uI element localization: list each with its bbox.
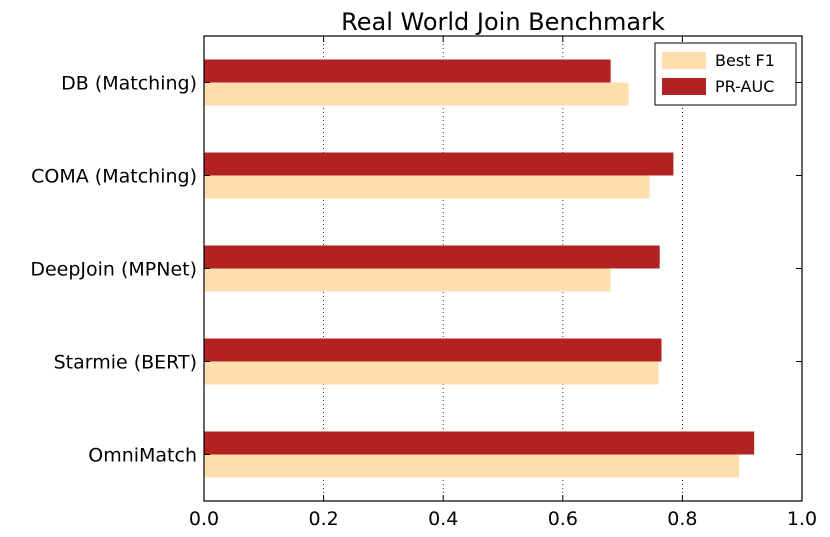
bar-best-f1 — [204, 268, 611, 292]
y-tick-label: COMA (Matching) — [31, 166, 197, 188]
y-tick-label: Starmie (BERT) — [54, 352, 197, 374]
x-tick-label: 0.0 — [189, 508, 219, 530]
bar-pr-auc — [204, 245, 660, 269]
legend: Best F1 PR-AUC — [654, 42, 797, 106]
bar-pr-auc — [204, 59, 611, 83]
y-tick-label: DB (Matching) — [61, 73, 197, 95]
bars — [204, 59, 755, 478]
bar-best-f1 — [204, 175, 650, 199]
legend-label: Best F1 — [715, 51, 775, 70]
bar-best-f1 — [204, 82, 629, 106]
bar-pr-auc — [204, 338, 662, 362]
x-tick-label: 0.6 — [548, 508, 578, 530]
legend-swatch — [662, 52, 706, 69]
legend-swatch — [662, 78, 706, 95]
bar-pr-auc — [204, 152, 674, 176]
y-tick-label: DeepJoin (MPNet) — [30, 259, 197, 281]
bar-pr-auc — [204, 431, 755, 455]
bar-best-f1 — [204, 454, 740, 478]
axis-ticks: 0.0 0.2 0.4 0.6 0.8 1.0 DB (Matching) COMA (Mat… — [30, 36, 817, 530]
x-tick-label: 1.0 — [787, 508, 817, 530]
bar-best-f1 — [204, 361, 659, 385]
x-tick-label: 0.4 — [428, 508, 458, 530]
legend-label: PR-AUC — [715, 77, 774, 96]
chart-title: Real World Join Benchmark — [341, 8, 665, 36]
y-tick-label: OmniMatch — [88, 445, 197, 467]
x-tick-label: 0.8 — [667, 508, 697, 530]
x-tick-label: 0.2 — [308, 508, 338, 530]
